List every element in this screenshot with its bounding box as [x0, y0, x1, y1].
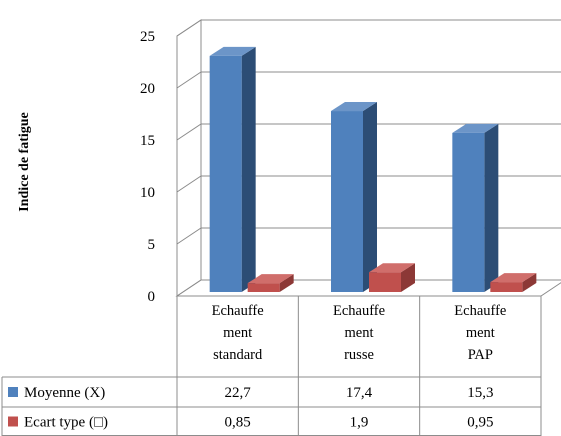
side-wall	[176, 19, 202, 297]
bar-top	[209, 46, 256, 56]
gridline	[176, 71, 561, 89]
bar-front	[490, 282, 523, 292]
y-tick-label: 25	[140, 29, 155, 45]
bar-top	[247, 274, 294, 284]
bar-top	[490, 273, 537, 283]
bar-side	[401, 263, 415, 292]
bar	[452, 123, 499, 292]
data-label: 0,95	[467, 415, 493, 431]
bar-front	[209, 55, 242, 292]
bar	[369, 263, 415, 292]
category-label: PAP	[468, 347, 493, 363]
data-table: Echauffe ment standard Echauffe ment russe Ech…	[1, 296, 542, 436]
y-axis-label: Indice de fatigue	[17, 112, 32, 212]
bar-side	[363, 102, 377, 292]
bar	[247, 274, 294, 292]
gridline	[176, 19, 561, 37]
legend-entry: Moyenne (X)	[24, 385, 105, 401]
category-label: ment	[345, 325, 374, 341]
y-tick-label: 10	[140, 185, 155, 201]
category-label: Echauffe	[454, 303, 506, 319]
bar-front	[247, 283, 280, 292]
bar-front	[369, 272, 401, 292]
bar-top	[452, 123, 499, 133]
gridline	[176, 175, 561, 193]
category-label: standard	[213, 347, 263, 363]
y-tick-label: 0	[148, 289, 156, 305]
bar-side	[522, 273, 537, 292]
y-axis-ticks: 0 5 10 15 20 25	[140, 29, 155, 305]
category-label: ment	[223, 325, 252, 341]
legend-entry: Ecart type (□)	[24, 415, 108, 431]
bar	[331, 102, 377, 292]
category-label: Echauffe	[212, 303, 264, 319]
bar-top	[369, 263, 415, 273]
data-label: 0,85	[225, 415, 251, 431]
bar-side	[484, 123, 499, 292]
bar	[490, 273, 537, 292]
category-label: ment	[466, 325, 495, 341]
legend-key	[8, 416, 18, 427]
bar	[209, 46, 256, 292]
data-label: 1,9	[350, 415, 369, 431]
data-label: 17,4	[346, 385, 373, 401]
data-label: 15,3	[467, 385, 493, 401]
legend-key	[8, 387, 18, 397]
bar-side	[279, 274, 294, 292]
gridlines	[176, 19, 561, 245]
category-label: russe	[344, 347, 374, 363]
bars	[209, 46, 537, 292]
y-tick-label: 5	[148, 237, 156, 253]
data-label: 22,7	[225, 385, 252, 401]
bar-top	[331, 102, 377, 112]
bar-front	[452, 132, 485, 292]
bar-side	[241, 46, 256, 292]
y-tick-label: 15	[140, 133, 155, 149]
gridline	[176, 123, 561, 141]
category-label: Echauffe	[333, 303, 385, 319]
gridline	[176, 227, 561, 245]
y-tick-label: 20	[140, 81, 155, 97]
bar-front	[331, 111, 363, 292]
